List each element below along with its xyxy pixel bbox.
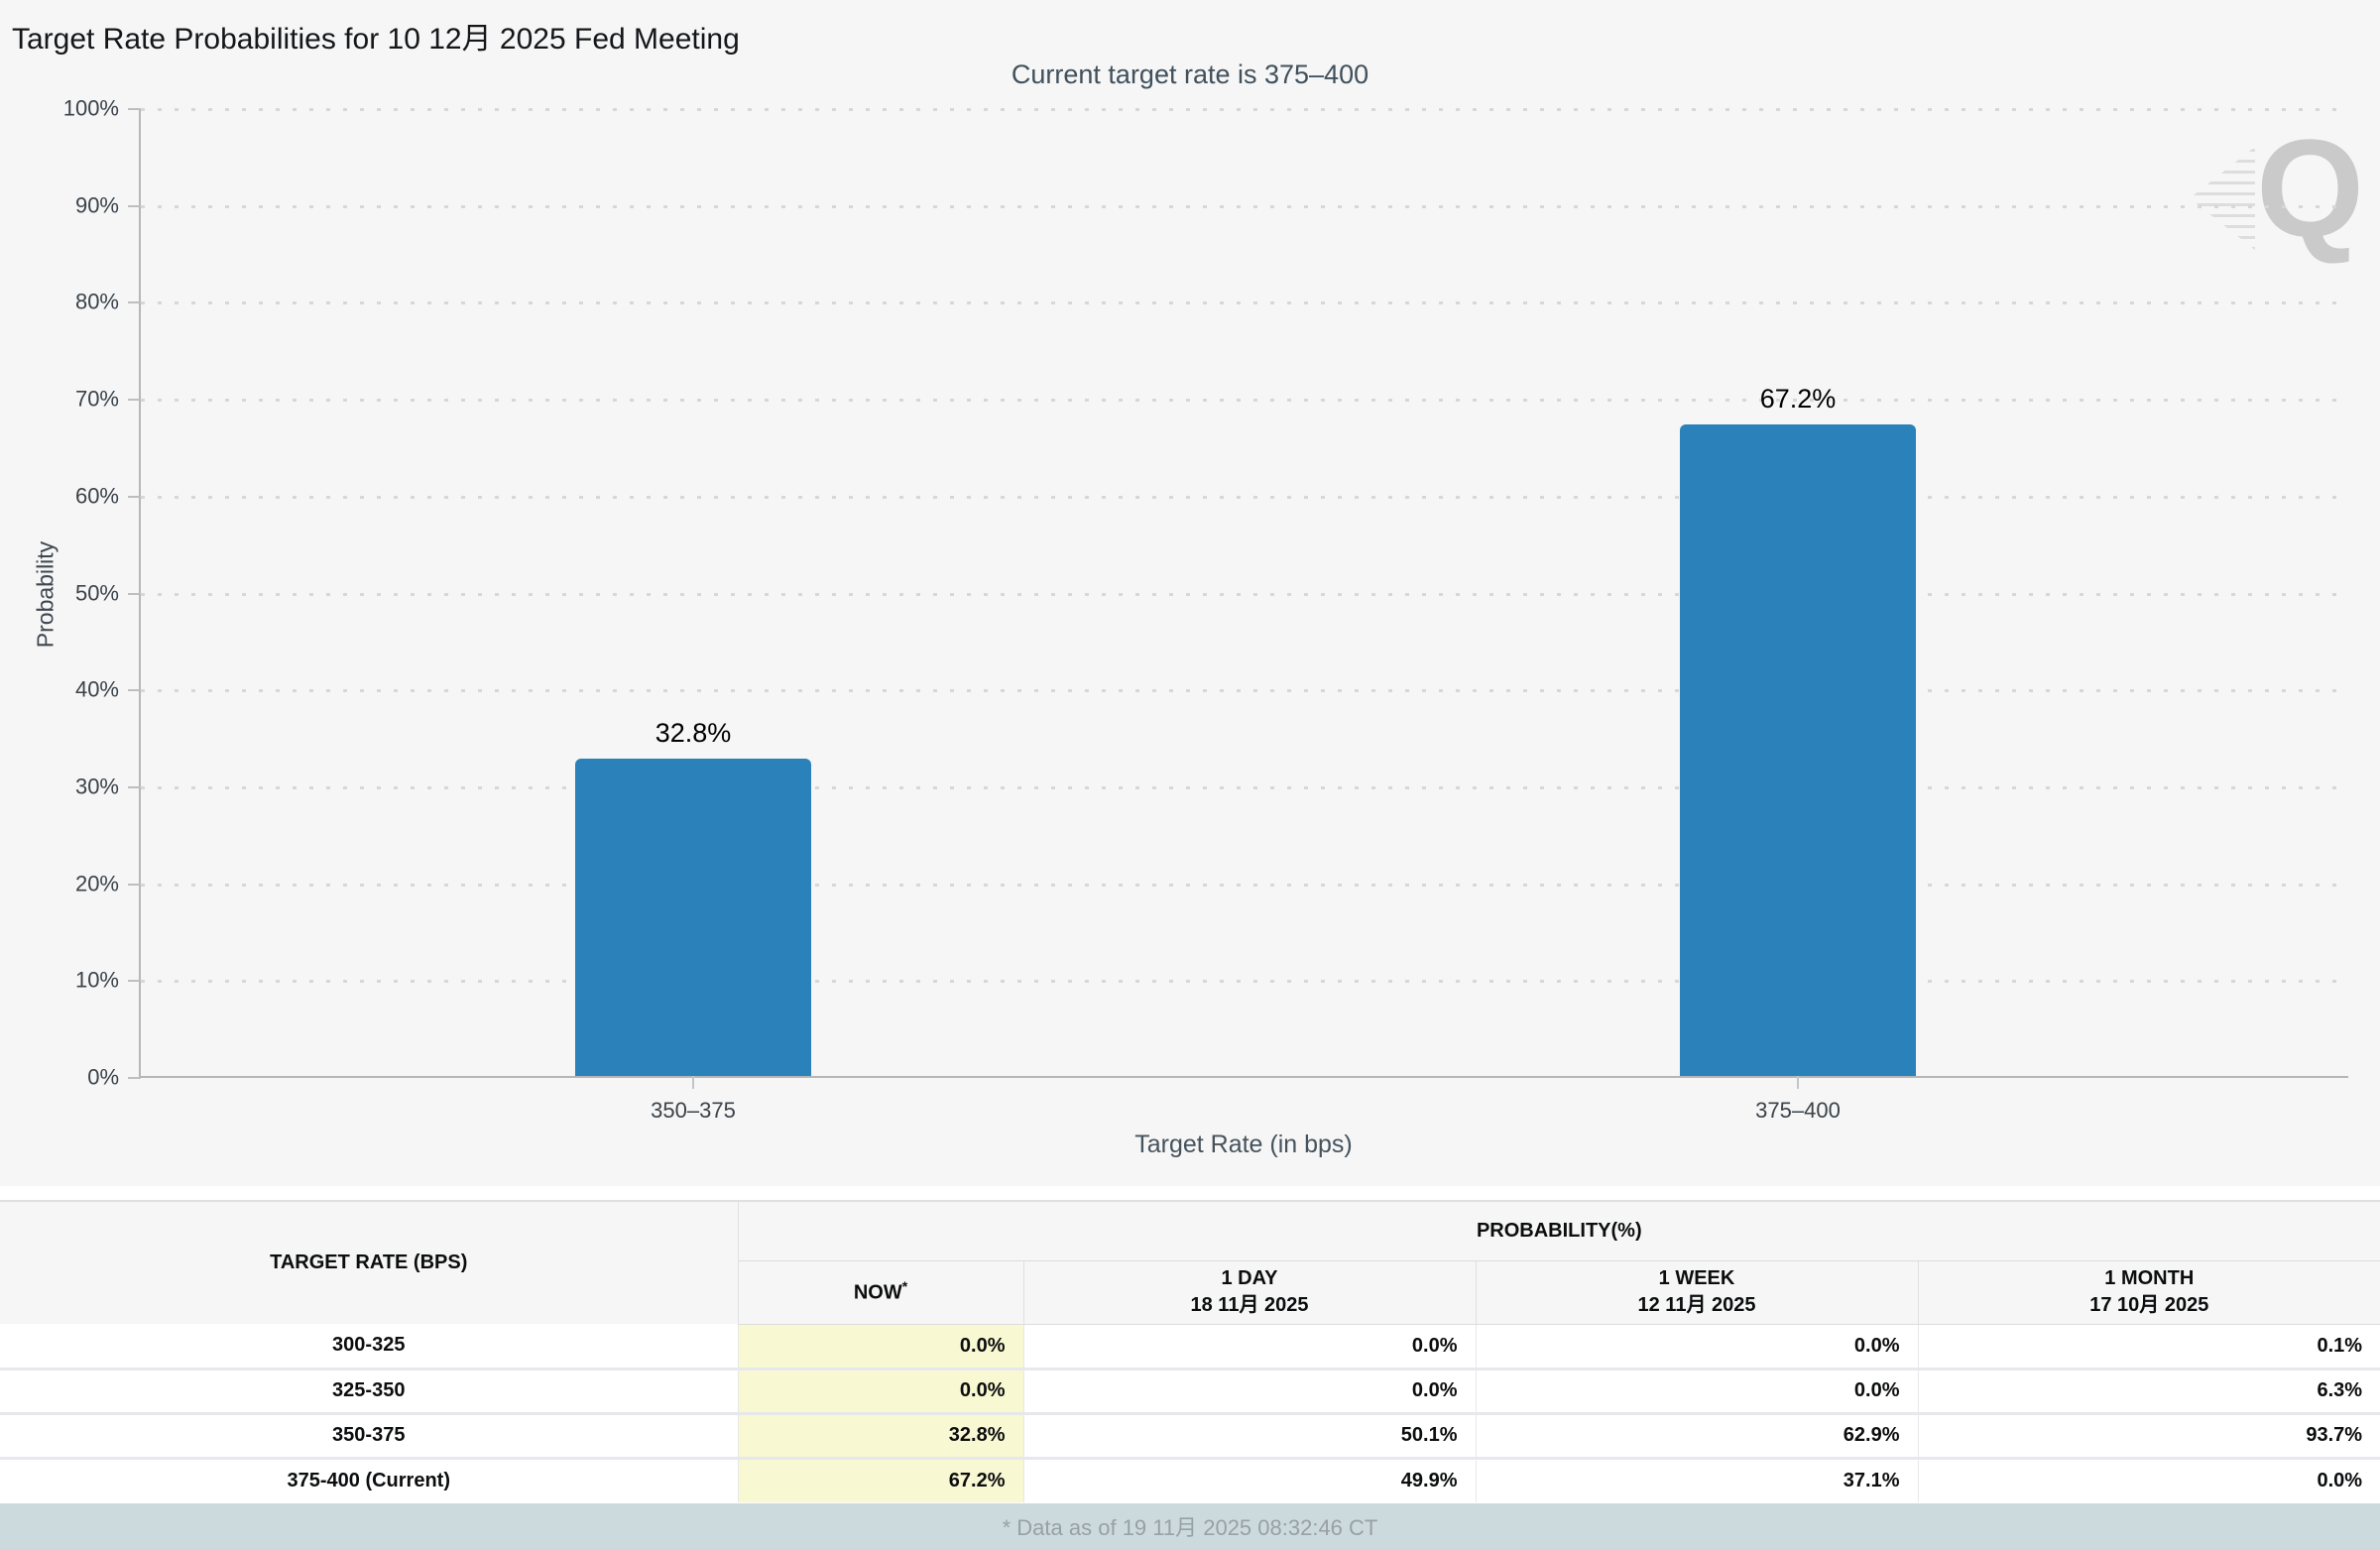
bar-value-label: 67.2% [1759, 384, 1837, 414]
week-value-cell: 0.0% [1475, 1367, 1918, 1413]
gridline [141, 399, 2348, 403]
y-axis-tick-label: 20% [74, 871, 119, 896]
x-axis-tick [1797, 1076, 1799, 1089]
y-axis-tick [128, 399, 141, 402]
y-axis-tick [128, 108, 141, 110]
y-axis-tick-label: 10% [74, 967, 119, 993]
rate-cell: 325-350 [0, 1367, 739, 1413]
table-row-350-375: 350-375 32.8% 50.1% 62.9% 93.7% [0, 1411, 2380, 1458]
y-axis-tick-label: 0% [87, 1064, 119, 1090]
y-axis-tick [128, 1077, 141, 1079]
y-axis-tick-label: 50% [74, 579, 119, 605]
now-value-cell: 0.0% [738, 1367, 1023, 1413]
day-value-cell: 0.0% [1022, 1324, 1476, 1369]
now-value-cell: 67.2% [738, 1456, 1023, 1502]
bar-value-label: 32.8% [654, 718, 732, 748]
y-axis-tick [128, 883, 141, 886]
gridline [141, 301, 2348, 305]
chart-panel: Target Rate Probabilities for 10 12月 202… [12, 23, 2364, 1158]
data-as-of-bar: * Data as of 19 11月 2025 08:32:46 CT [0, 1503, 2380, 1549]
day-value-cell: 50.1% [1022, 1411, 1476, 1458]
gridline [141, 204, 2348, 208]
gridline [141, 592, 2348, 596]
month-value-cell: 93.7% [1917, 1411, 2380, 1458]
y-axis-tick [128, 785, 141, 788]
y-axis-tick-label: 100% [62, 95, 119, 121]
now-value-cell: 32.8% [738, 1411, 1023, 1458]
rate-cell: 350-375 [0, 1411, 739, 1458]
x-axis-title: Target Rate (in bps) [1134, 1131, 1353, 1158]
y-axis-tick [128, 592, 141, 595]
week-value-cell: 0.0% [1475, 1324, 1918, 1369]
column-header-1-month: 1 MONTH 17 10月 2025 [1917, 1260, 2380, 1325]
y-axis-title: Probability [32, 540, 59, 649]
now-value-cell: 0.0% [738, 1324, 1023, 1369]
y-axis-tick [128, 495, 141, 498]
y-axis-tick [128, 204, 141, 207]
now-asterisk: * [901, 1278, 908, 1295]
chart-bar[interactable]: 32.8% [575, 718, 811, 1076]
week-value-cell: 37.1% [1475, 1456, 1918, 1502]
gridline [141, 785, 2348, 789]
week-value-cell: 62.9% [1475, 1411, 1918, 1458]
month-value-cell: 0.1% [1917, 1324, 2380, 1369]
gridline [141, 108, 2348, 111]
column-header-now: NOW* [738, 1260, 1023, 1325]
x-axis-tick [692, 1076, 694, 1089]
y-axis-tick-label: 90% [74, 192, 119, 218]
x-axis-category-label: 350–375 [651, 1098, 736, 1123]
plot-area: 0% 10% 20% 30% 40% 50% 60% 70% 80% 90% 100% 350–375… [63, 95, 2348, 1123]
probability-table-panel: TARGET RATE (BPS) PROBABILITY(%) NOW* 1 … [0, 1186, 2380, 1503]
table-row-325-350: 325-350 0.0% 0.0% 0.0% 6.3% [0, 1367, 2380, 1413]
probability-group-header: PROBABILITY(%) [738, 1201, 2380, 1261]
data-as-of-note: * Data as of 19 11月 2025 08:32:46 CT [1002, 1515, 1378, 1540]
month-value-cell: 6.3% [1917, 1367, 2380, 1413]
chart-title: Target Rate Probabilities for 10 12月 202… [12, 23, 740, 56]
chart-bar[interactable]: 67.2% [1680, 384, 1916, 1076]
chart-subtitle: Current target rate is 375–400 [1011, 60, 1369, 89]
y-axis-tick [128, 689, 141, 692]
probability-table: TARGET RATE (BPS) PROBABILITY(%) NOW* 1 … [0, 1200, 2380, 1502]
column-header-1-day: 1 DAY 18 11月 2025 [1022, 1260, 1476, 1325]
gridline [141, 495, 2348, 499]
day-value-cell: 49.9% [1022, 1456, 1476, 1502]
table-row-300-325: 300-325 0.0% 0.0% 0.0% 0.1% [0, 1324, 2380, 1369]
y-axis-tick-label: 30% [74, 774, 119, 799]
table-row-375-400-current: 375-400 (Current) 67.2% 49.9% 37.1% 0.0% [0, 1456, 2380, 1502]
day-value-cell: 0.0% [1022, 1367, 1476, 1413]
gridline [141, 980, 2348, 984]
y-axis-tick-label: 40% [74, 676, 119, 702]
y-axis-tick-label: 60% [74, 483, 119, 509]
y-axis-tick-label: 80% [74, 289, 119, 314]
y-axis-tick [128, 980, 141, 983]
rate-cell: 300-325 [0, 1324, 739, 1369]
watermark-q-letter: Q [2256, 110, 2364, 266]
y-axis-tick [128, 301, 141, 304]
y-axis-tick-label: 70% [74, 386, 119, 412]
column-header-1-week: 1 WEEK 12 11月 2025 [1475, 1260, 1918, 1325]
x-axis-category-label: 375–400 [1755, 1098, 1841, 1123]
gridline [141, 883, 2348, 887]
month-value-cell: 0.0% [1917, 1456, 2380, 1502]
target-rate-column-header: TARGET RATE (BPS) [0, 1201, 739, 1324]
rate-cell: 375-400 (Current) [0, 1456, 739, 1502]
gridline [141, 689, 2348, 693]
